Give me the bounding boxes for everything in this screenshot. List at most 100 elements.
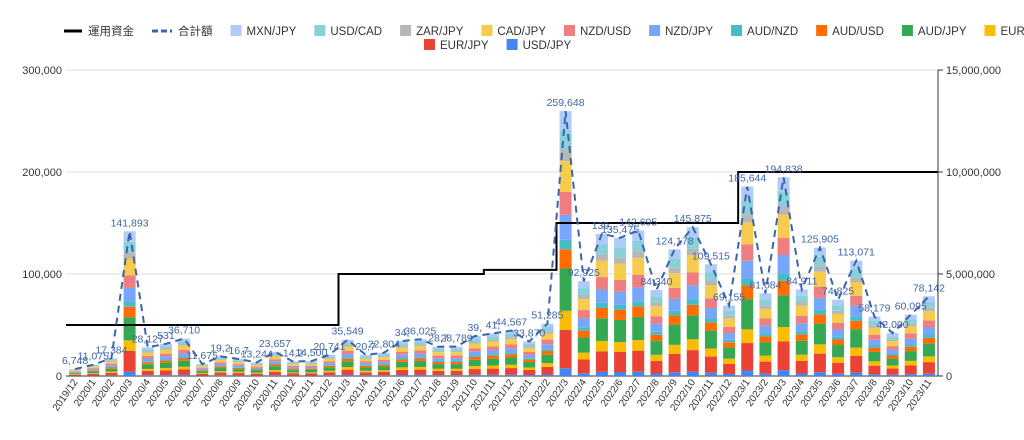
legend-label: AUD/JPY (918, 26, 967, 38)
data-label: 35,549 (332, 326, 364, 338)
legend-swatch (231, 25, 242, 36)
bar-segment (378, 357, 390, 360)
bar-segment (105, 364, 117, 366)
bar-segment (650, 341, 662, 355)
bar-segment (669, 354, 681, 372)
bar-segment (868, 335, 880, 340)
bar-segment (233, 366, 245, 368)
bar-segment (814, 266, 826, 272)
data-label: 92,925 (568, 267, 600, 279)
bar-segment (923, 344, 935, 357)
bar-segment (887, 339, 899, 341)
bar-segment (432, 375, 444, 376)
bar-segment (69, 372, 81, 373)
bar-segment (432, 362, 444, 364)
bar-segment (233, 361, 245, 362)
legend-swatch (481, 25, 492, 36)
bar-segment (196, 373, 208, 374)
bar-segment (632, 351, 644, 372)
bar-segment (669, 259, 681, 268)
bar-segment (868, 348, 880, 352)
bar-segment (342, 359, 354, 362)
bar-segment (723, 333, 735, 340)
bar-segment (614, 238, 626, 248)
bar-segment (560, 192, 572, 215)
legend-label: USD/JPY (523, 40, 572, 52)
bar-segment (723, 342, 735, 347)
bar-segment (251, 367, 263, 368)
bar-segment (269, 364, 281, 366)
bar-segment (287, 370, 299, 372)
data-label: 33,870 (513, 327, 545, 339)
bar-segment (596, 351, 608, 372)
data-label: 84,911 (786, 275, 817, 287)
bar-segment (596, 341, 608, 351)
bar-segment (360, 367, 372, 370)
bar-segment (378, 356, 390, 357)
bar-segment (414, 358, 426, 361)
bar-segment (723, 311, 735, 316)
bar-segment (414, 361, 426, 367)
bar-segment (87, 367, 99, 368)
legend-item: AUD/NZD (731, 25, 798, 38)
bar-segment (578, 331, 590, 338)
bar-segment (360, 365, 372, 366)
bar-segment (469, 369, 481, 375)
bar-segment (759, 333, 771, 336)
legend-label: EUR/GBP (1001, 26, 1024, 38)
legend-swatch (816, 25, 827, 36)
bar-segment (523, 362, 535, 368)
bar-segment (614, 305, 626, 310)
bar-segment (305, 366, 317, 367)
bar-segment (305, 368, 317, 369)
bar-segment (487, 340, 499, 342)
bar-segment (323, 365, 335, 366)
bar-segment (323, 363, 335, 365)
bar-segment (360, 361, 372, 363)
bar-segment (487, 359, 499, 366)
bar-segment (523, 346, 535, 348)
bar-segment (323, 366, 335, 368)
data-label: 51,285 (531, 310, 563, 322)
bar-segment (105, 367, 117, 368)
bar-segment (233, 367, 245, 368)
legend-swatch (649, 25, 660, 36)
bar-segment (759, 309, 771, 319)
bar-segment (632, 372, 644, 376)
bar-segment (669, 372, 681, 376)
bar-segment (196, 366, 208, 367)
bar-segment (487, 369, 499, 375)
bar-segment (142, 359, 154, 362)
bar-segment (342, 361, 354, 367)
bar-segment (124, 242, 136, 252)
legend-label: CAD/JPY (497, 26, 546, 38)
bar-segment (560, 368, 572, 376)
bar-segment (832, 311, 844, 314)
bar-segment (887, 350, 899, 354)
bar-segment (632, 252, 644, 258)
legend-swatch (985, 25, 996, 36)
bar-segment (305, 362, 317, 363)
bar-segment (451, 351, 463, 352)
legend-label: MXN/JPY (247, 26, 297, 38)
bar-segment (160, 361, 172, 363)
bar-segment (759, 318, 771, 325)
legend-swatch (507, 39, 518, 50)
bar-segment (759, 293, 771, 299)
bar-segment (251, 374, 263, 376)
bar-segment (887, 336, 899, 339)
bar-segment (360, 375, 372, 376)
bar-segment (669, 311, 681, 316)
right-tick-label: 0 (946, 371, 952, 383)
bar-segment (342, 370, 354, 375)
bar-segment (251, 365, 263, 367)
bar-segment (251, 363, 263, 364)
bar-segment (105, 369, 117, 372)
bar-segment (178, 367, 190, 370)
legend-item: EUR/GBP (985, 25, 1024, 38)
bar-segment (160, 375, 172, 376)
bar-segment (196, 371, 208, 373)
bar-segment (923, 321, 935, 328)
bar-segment (305, 370, 317, 372)
